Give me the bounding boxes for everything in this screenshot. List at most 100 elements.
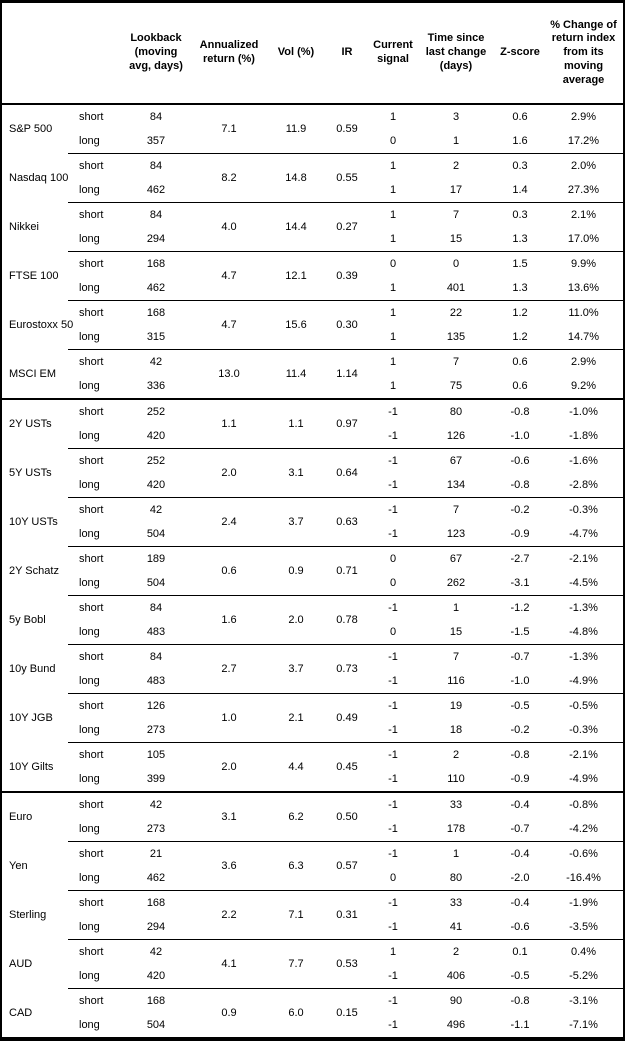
- lookback-value: 273: [146, 724, 166, 736]
- ir-value: 0.31: [324, 890, 370, 940]
- lookback-value: 105: [122, 742, 190, 767]
- current-signal-value: -1: [388, 430, 398, 442]
- vol-value: 2.0: [268, 595, 324, 645]
- instrument-name: MSCI EM: [9, 367, 57, 380]
- table-row: 2Y USTs short 252 1.1 1.1 0.97 -1 80 -0.8 -1.0%: [2, 398, 623, 449]
- instrument-name: S&P 500: [9, 123, 53, 136]
- header-pct-change: % Change of return index from its moving…: [544, 3, 623, 105]
- instrument-name: Yen: [9, 860, 28, 872]
- vol-value: 14.4: [268, 202, 324, 252]
- table-row: long 462 1 401 1.3 13.6%: [2, 276, 623, 301]
- z-score-value: 0.3: [496, 202, 544, 227]
- pct-change-value: -1.3%: [544, 644, 623, 669]
- ir-value: 0.50: [324, 791, 370, 842]
- lookback-value: 189: [122, 546, 190, 571]
- ir-value: 0.64: [324, 448, 370, 498]
- horizon-label: long: [79, 724, 100, 736]
- time-since-value: 134: [446, 479, 466, 491]
- instrument-name: Eurostoxx 50: [9, 319, 74, 331]
- z-score-value: -1.1: [510, 1019, 530, 1031]
- z-score-value: -0.4: [496, 841, 544, 866]
- time-since-value: 22: [416, 300, 496, 325]
- ir-value: 0.78: [324, 595, 370, 645]
- pct-change-value: -4.8%: [569, 626, 598, 638]
- time-since-value: 116: [447, 675, 465, 687]
- instrument-name: Nasdaq 100: [9, 172, 69, 184]
- z-score-value: -0.6: [510, 921, 530, 933]
- header-current-signal: Current signal: [370, 3, 416, 105]
- horizon-label: long: [79, 823, 100, 835]
- time-since-value: 18: [449, 724, 463, 736]
- horizon-label: long: [79, 773, 100, 785]
- ir-value: 0.45: [324, 742, 370, 792]
- pct-change-value: -7.1%: [569, 1019, 598, 1031]
- pct-change-value: -1.9%: [544, 890, 623, 915]
- current-signal-value: 0: [370, 546, 416, 571]
- lookback-value: 315: [146, 331, 166, 343]
- annualized-return-value: 2.4: [190, 497, 268, 547]
- horizon-label: long: [79, 479, 100, 491]
- instrument-name: FTSE 100: [9, 270, 59, 282]
- pct-change-value: 9.2%: [570, 380, 597, 392]
- time-since-value: 1: [452, 135, 460, 147]
- z-score-value: -0.2: [496, 497, 544, 522]
- pct-change-value: -0.5%: [544, 693, 623, 718]
- table-row: long 357 0 1 1.6 17.2%: [2, 129, 623, 154]
- current-signal-value: 1: [389, 331, 397, 343]
- current-signal-value: 1: [389, 282, 397, 294]
- time-since-value: 135: [446, 331, 466, 343]
- horizon-label: short: [68, 153, 122, 178]
- time-since-value: 2: [416, 742, 496, 767]
- time-since-value: 80: [416, 398, 496, 424]
- horizon-label: long: [79, 380, 100, 392]
- lookback-value: 399: [146, 773, 166, 785]
- time-since-value: 15: [449, 626, 463, 638]
- time-since-value: 1: [416, 841, 496, 866]
- current-signal-value: -1: [370, 841, 416, 866]
- current-signal-value: -1: [388, 528, 398, 540]
- time-since-value: 15: [449, 233, 463, 245]
- lookback-value: 84: [122, 595, 190, 620]
- z-score-value: 0.6: [496, 349, 544, 374]
- ir-value: 0.97: [324, 398, 370, 449]
- table-body: S&P 500 short 84 7.1 11.9 0.59 1 3 0.6 2.9% long 35…: [2, 104, 623, 1037]
- z-score-value: -0.5: [496, 693, 544, 718]
- table-row: long 315 1 135 1.2 14.7%: [2, 325, 623, 350]
- z-score-value: -0.9: [510, 528, 530, 540]
- current-signal-value: -1: [388, 1019, 398, 1031]
- time-since-value: 7: [416, 349, 496, 374]
- horizon-label: short: [68, 988, 122, 1013]
- time-since-value: 41: [449, 921, 463, 933]
- annualized-return-value: 2.7: [190, 644, 268, 694]
- horizon-label: long: [79, 970, 100, 982]
- table-row: long 273 -1 18 -0.2 -0.3%: [2, 718, 623, 743]
- lookback-value: 84: [122, 202, 190, 227]
- horizon-label: long: [79, 430, 100, 442]
- vol-value: 6.2: [268, 791, 324, 842]
- table-row: 10Y USTs short 42 2.4 3.7 0.63 -1 7 -0.2 -0.3%: [2, 497, 623, 547]
- pct-change-value: -2.8%: [569, 479, 598, 491]
- z-score-value: -1.2: [496, 595, 544, 620]
- vol-value: 6.3: [268, 841, 324, 891]
- z-score-value: -0.5: [510, 970, 530, 982]
- annualized-return-value: 7.1: [221, 123, 237, 135]
- z-score-value: -0.4: [496, 791, 544, 817]
- horizon-label: long: [79, 184, 100, 196]
- z-score-value: 1.2: [512, 331, 528, 343]
- lookback-value: 336: [146, 380, 166, 392]
- vol-value: 11.4: [268, 349, 324, 399]
- annualized-return-value: 1.6: [190, 595, 268, 645]
- annualized-return-value: 0.9: [190, 988, 268, 1037]
- z-score-value: 0.6: [512, 111, 528, 123]
- current-signal-value: -1: [370, 791, 416, 817]
- lookback-value: 462: [146, 282, 166, 294]
- lookback-value: 168: [122, 300, 190, 325]
- current-signal-value: 1: [370, 349, 416, 374]
- table-row: long 462 1 17 1.4 27.3%: [2, 178, 623, 203]
- annualized-return-value: 4.7: [190, 300, 268, 350]
- ir-value: 0.49: [324, 693, 370, 743]
- momentum-signal-table: Lookback (moving avg, days) Annualized r…: [2, 3, 623, 1037]
- header-horizon: [68, 3, 122, 105]
- lookback-value: 462: [146, 872, 166, 884]
- time-since-value: 67: [416, 546, 496, 571]
